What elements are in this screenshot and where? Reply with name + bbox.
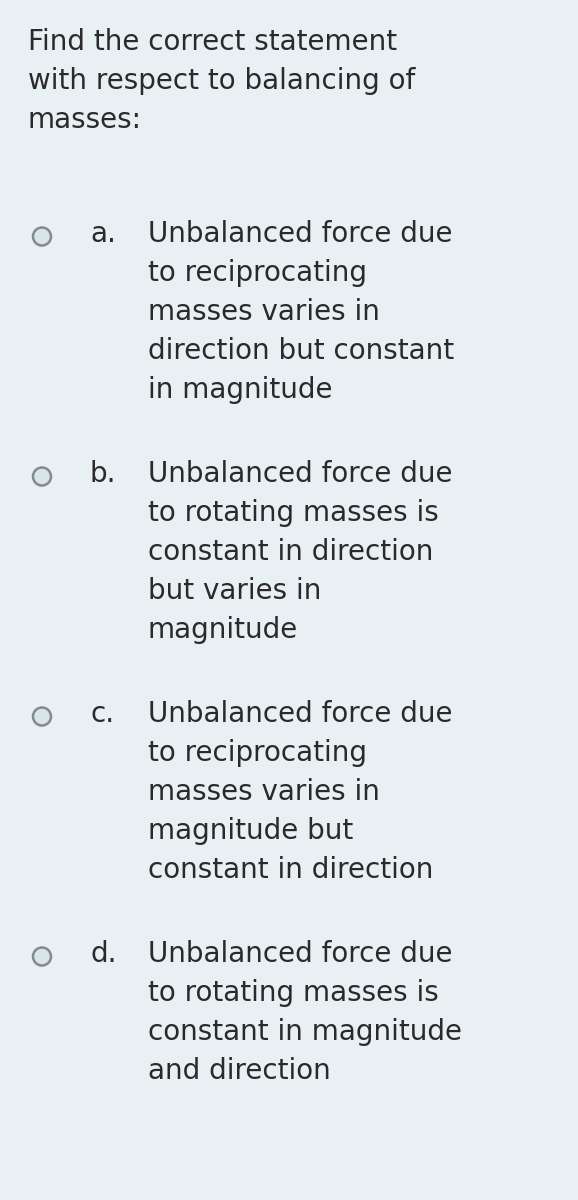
- Circle shape: [33, 228, 51, 246]
- Text: b.: b.: [90, 460, 117, 488]
- Text: Unbalanced force due
to reciprocating
masses varies in
direction but constant
in: Unbalanced force due to reciprocating ma…: [148, 220, 454, 404]
- Text: Find the correct statement
with respect to balancing of
masses:: Find the correct statement with respect …: [28, 28, 415, 134]
- Circle shape: [33, 468, 51, 486]
- Circle shape: [33, 948, 51, 966]
- Text: d.: d.: [90, 940, 117, 968]
- Text: Unbalanced force due
to rotating masses is
constant in magnitude
and direction: Unbalanced force due to rotating masses …: [148, 940, 462, 1085]
- Text: Unbalanced force due
to reciprocating
masses varies in
magnitude but
constant in: Unbalanced force due to reciprocating ma…: [148, 700, 453, 884]
- Circle shape: [33, 708, 51, 726]
- Text: a.: a.: [90, 220, 116, 248]
- Text: c.: c.: [90, 700, 114, 728]
- Text: Unbalanced force due
to rotating masses is
constant in direction
but varies in
m: Unbalanced force due to rotating masses …: [148, 460, 453, 644]
